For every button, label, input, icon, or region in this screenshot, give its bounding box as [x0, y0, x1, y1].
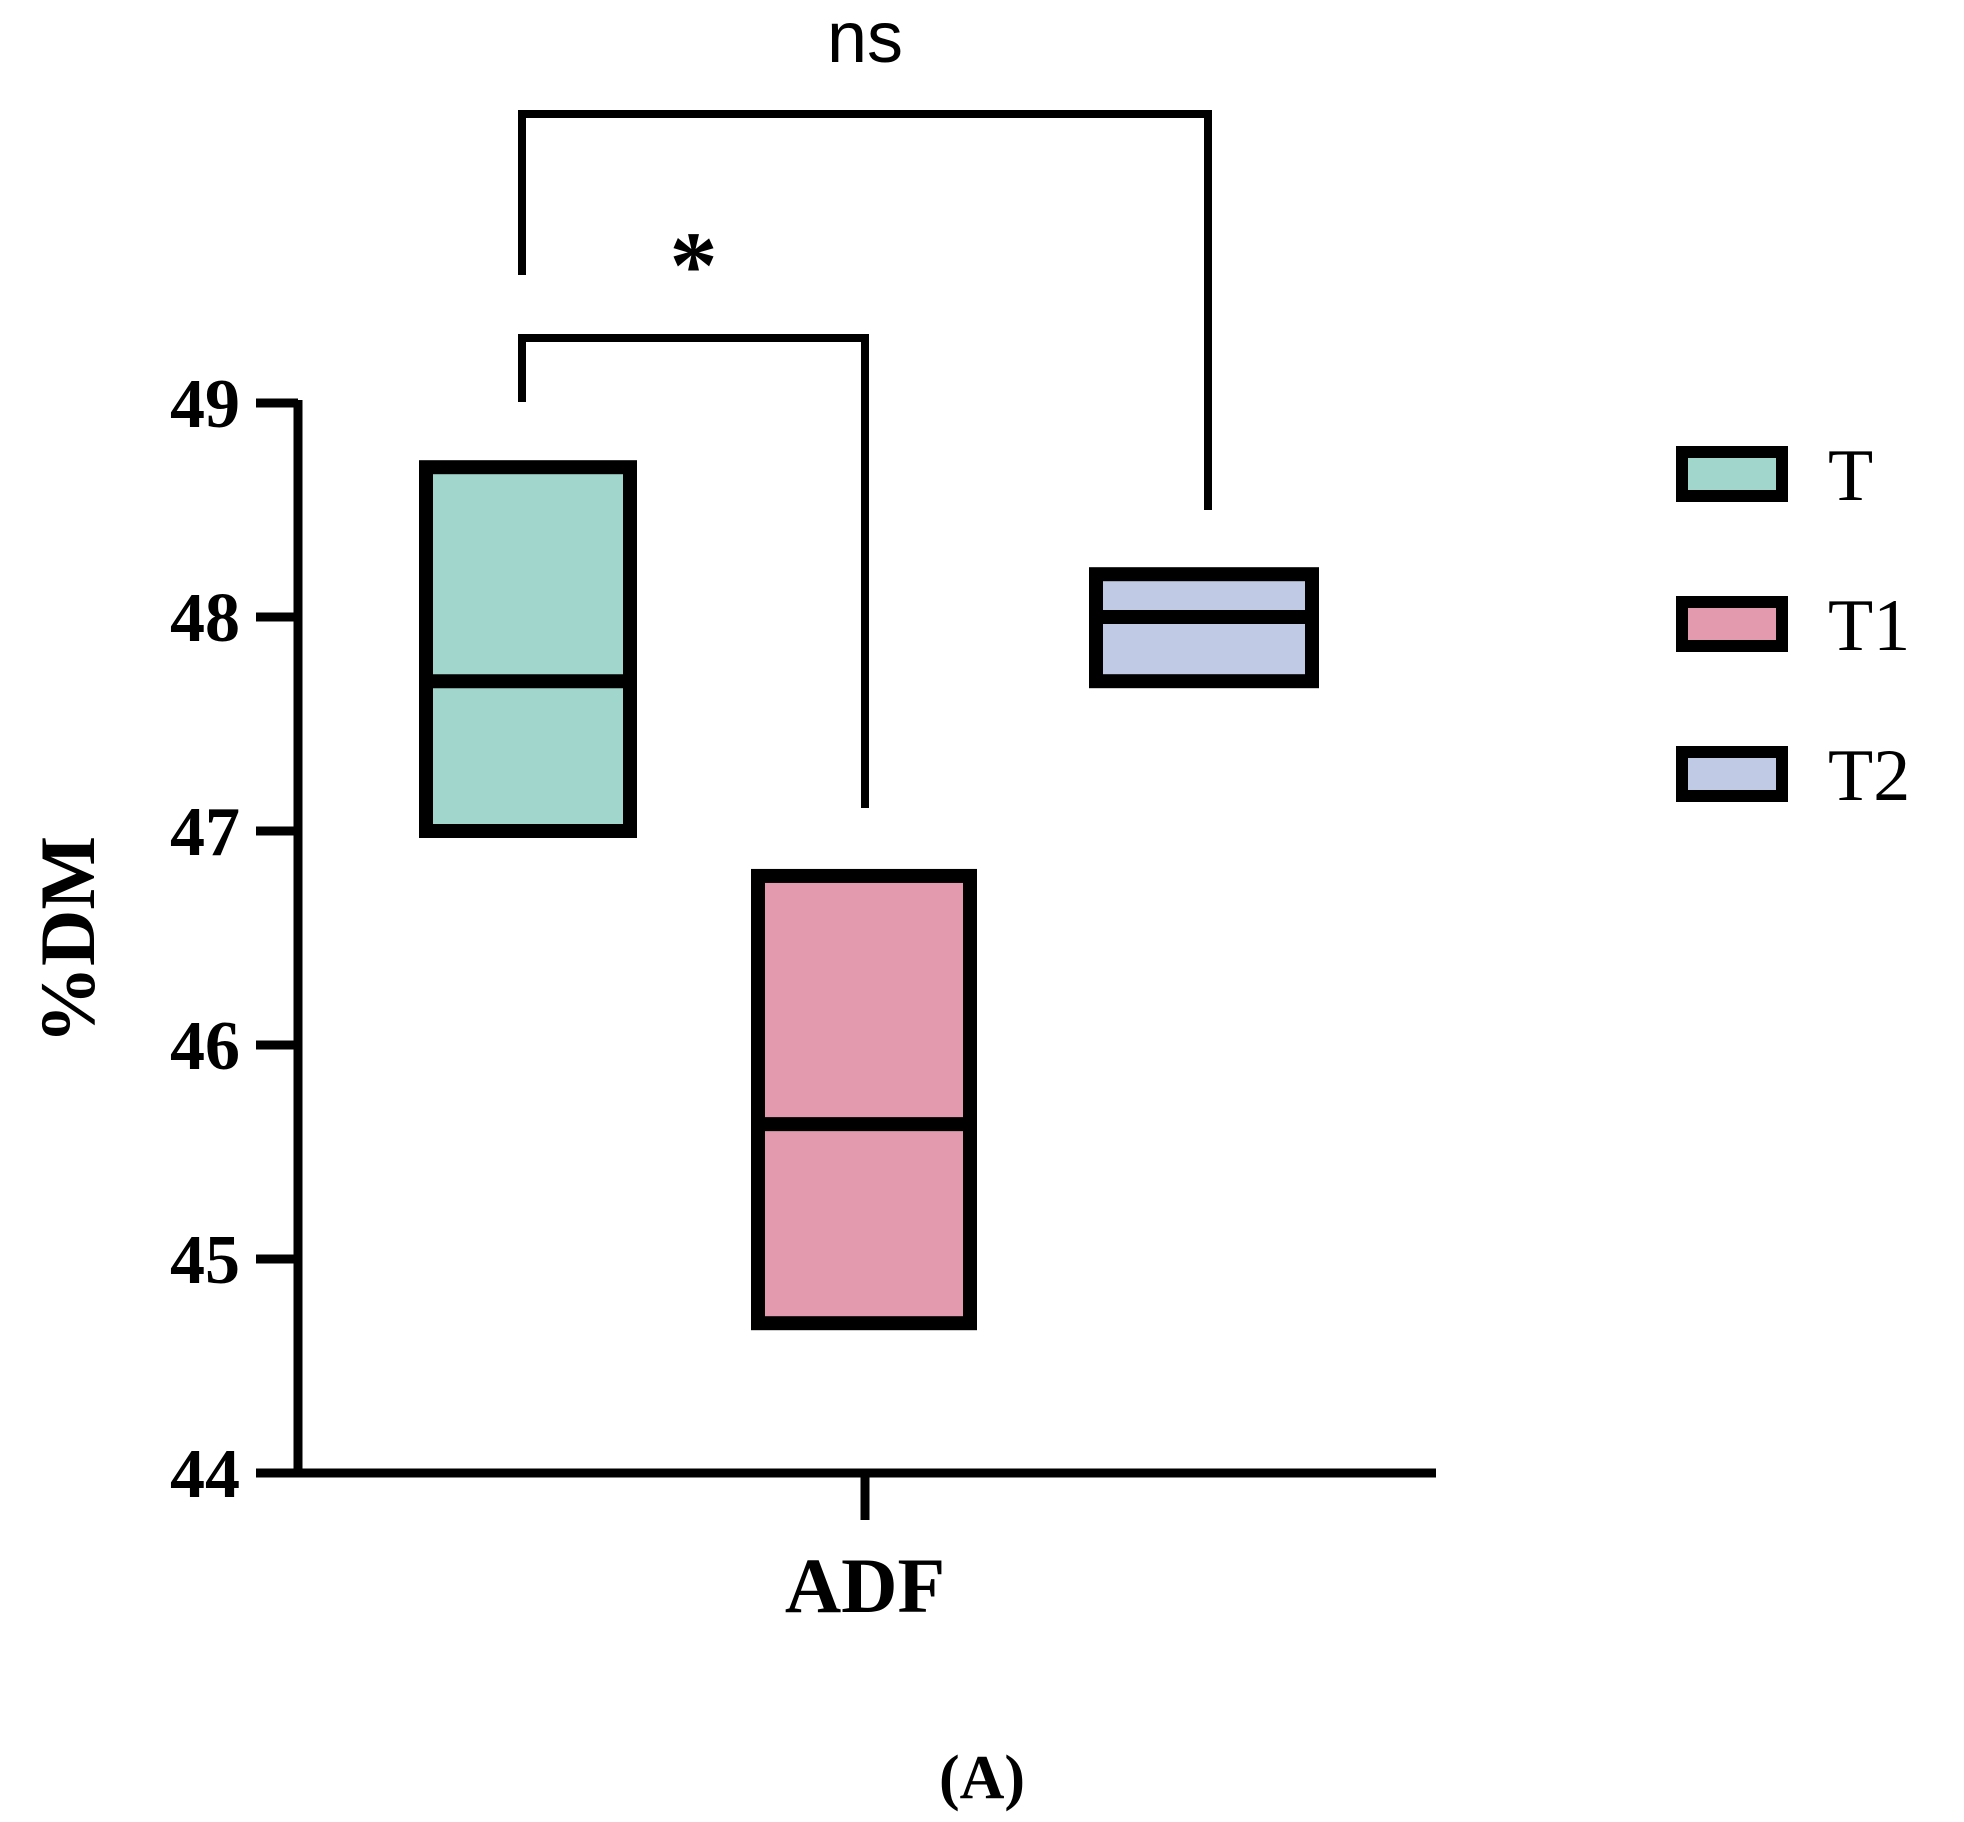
y-tick-label: 49 [170, 366, 240, 443]
y-tick-label: 48 [170, 580, 240, 657]
legend-label-T2: T2 [1828, 735, 1910, 817]
significance-label: ns [827, 0, 903, 78]
legend-label-T: T [1828, 435, 1873, 517]
y-tick-label: 47 [170, 794, 240, 871]
bracket-T-T1 [518, 334, 869, 808]
y-tick-label: 44 [170, 1436, 240, 1513]
y-axis-label: %DM [24, 836, 111, 1044]
y-tick-label: 46 [170, 1008, 240, 1085]
legend-swatch-T2 [1676, 746, 1788, 802]
significance-brackets: * ns [518, 0, 1212, 808]
panel-label: (A) [939, 1744, 1025, 1812]
box-T [419, 460, 637, 838]
legend: T T1 T2 [1676, 435, 1910, 817]
legend-label-T1: T1 [1828, 585, 1910, 667]
box-T2 [1089, 567, 1319, 689]
boxes [419, 460, 1319, 1331]
legend-swatch-T [1676, 446, 1788, 502]
y-tick-label: 45 [170, 1222, 240, 1299]
legend-swatch-T1 [1676, 596, 1788, 652]
significance-label: * [670, 212, 718, 319]
bracket-T-T2 [518, 110, 1212, 510]
y-axis-ticks: 44 45 46 47 48 49 [170, 366, 298, 1513]
x-axis-label: ADF [785, 1542, 945, 1629]
box-T1 [751, 868, 977, 1331]
